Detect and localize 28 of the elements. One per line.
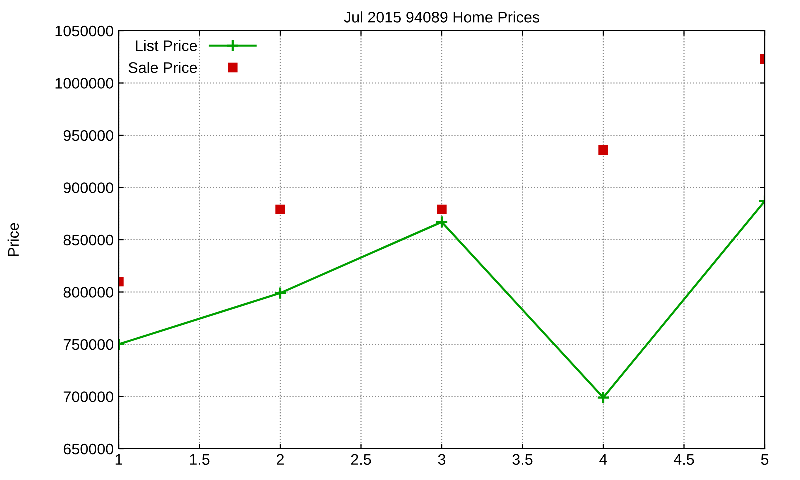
x-tick-label: 3.5 xyxy=(512,454,533,466)
x-tick-label: 4 xyxy=(600,454,608,465)
legend-label: List Price xyxy=(136,40,198,52)
x-tick-label: 5 xyxy=(761,454,769,466)
point xyxy=(276,204,286,215)
point xyxy=(274,286,288,300)
point xyxy=(437,204,447,215)
x-tick-label: 2 xyxy=(277,454,284,465)
x-tick-label: 1.5 xyxy=(190,454,210,466)
y-tick-label: 800000 xyxy=(64,287,114,298)
y-tick-label: 1050000 xyxy=(56,26,114,37)
y-tick-label: 750000 xyxy=(64,339,114,350)
x-tick-label: 1 xyxy=(116,454,123,465)
legend-label: Sale Price xyxy=(128,62,198,74)
y-tick-label: 1000000 xyxy=(56,78,114,89)
y-tick-label: 650000 xyxy=(64,444,114,455)
y-tick-label: 850000 xyxy=(64,234,114,246)
x-tick-label: 3 xyxy=(438,454,446,466)
point xyxy=(598,145,608,155)
chart-title: Jul 2015 94089 Home Prices xyxy=(344,12,540,23)
y-tick-label: 950000 xyxy=(64,130,114,142)
y-tick-label: 700000 xyxy=(64,392,114,402)
y-axis-title: Price xyxy=(8,223,20,256)
point xyxy=(596,391,610,404)
x-tick-label: 4.5 xyxy=(674,454,694,466)
y-tick-label: 900000 xyxy=(64,182,114,194)
point xyxy=(435,216,449,229)
x-tick-label: 2.5 xyxy=(351,454,372,466)
